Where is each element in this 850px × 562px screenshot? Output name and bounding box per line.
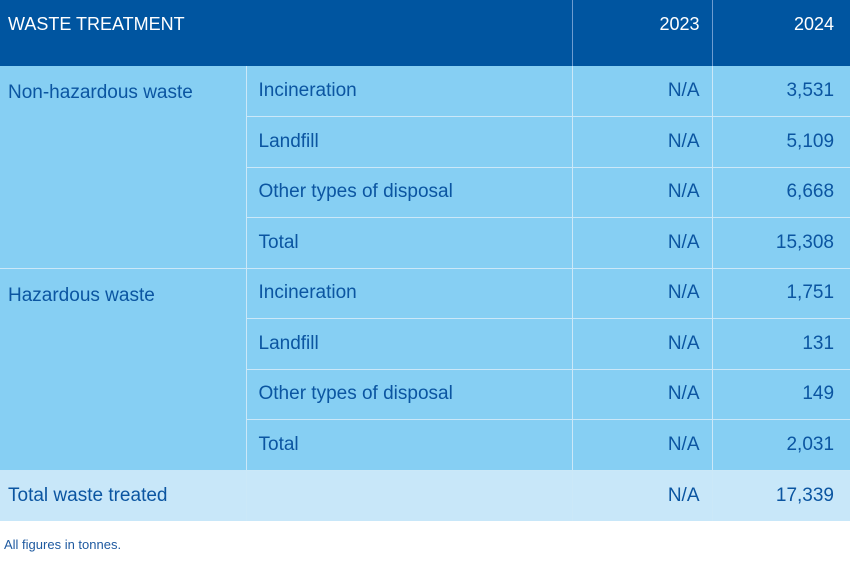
table-row: Other types of disposal N/A 6,668 (0, 167, 850, 218)
total-row: Total waste treated N/A 17,339 (0, 470, 850, 521)
column-header-2023: 2023 (571, 0, 713, 66)
row-label: Incineration (246, 268, 573, 319)
row-label: Other types of disposal (246, 369, 573, 420)
value-2024: 3,531 (711, 66, 850, 117)
value-2024: 5,109 (711, 116, 850, 168)
table-row: Other types of disposal N/A 149 (0, 369, 850, 420)
row-label: Incineration (246, 66, 573, 117)
row-label: Landfill (246, 116, 573, 168)
table-header-row: WASTE TREATMENT 2023 2024 (0, 0, 850, 66)
value-2023: N/A (571, 369, 713, 420)
row-label: Landfill (246, 318, 573, 370)
total-label: Total waste treated (0, 470, 247, 521)
waste-treatment-table: WASTE TREATMENT 2023 2024 Non-hazardous … (0, 0, 850, 521)
category-non-hazardous-waste: Non-hazardous waste (0, 66, 247, 268)
total-sub-label (246, 470, 573, 521)
table-row: Landfill N/A 131 (0, 318, 850, 370)
total-value-2023: N/A (571, 470, 713, 521)
value-2023: N/A (571, 217, 713, 269)
value-2024: 2,031 (711, 419, 850, 471)
table-row: Total N/A 15,308 (0, 217, 850, 269)
value-2024: 131 (711, 318, 850, 370)
value-2024: 1,751 (711, 268, 850, 319)
column-header-2024: 2024 (711, 0, 850, 66)
table-row: Total N/A 2,031 (0, 419, 850, 471)
category-hazardous-waste: Hazardous waste (0, 267, 247, 470)
value-2023: N/A (571, 66, 713, 117)
value-2023: N/A (571, 268, 713, 319)
value-2024: 15,308 (711, 217, 850, 269)
table-row: Hazardous waste Incineration N/A 1,751 (0, 267, 850, 470)
table-row: Landfill N/A 5,109 (0, 116, 850, 168)
value-2023: N/A (571, 419, 713, 471)
row-label: Other types of disposal (246, 167, 573, 218)
value-2024: 149 (711, 369, 850, 420)
row-label: Total (246, 217, 573, 269)
value-2023: N/A (571, 318, 713, 370)
value-2023: N/A (571, 167, 713, 218)
value-2023: N/A (571, 116, 713, 168)
footnote: All figures in tonnes. (4, 537, 122, 552)
table-title: WASTE TREATMENT (0, 0, 573, 66)
value-2024: 6,668 (711, 167, 850, 218)
total-value-2024: 17,339 (711, 470, 850, 521)
row-label: Total (246, 419, 573, 471)
table-row: Non-hazardous waste Incineration N/A 3,5… (0, 66, 850, 268)
